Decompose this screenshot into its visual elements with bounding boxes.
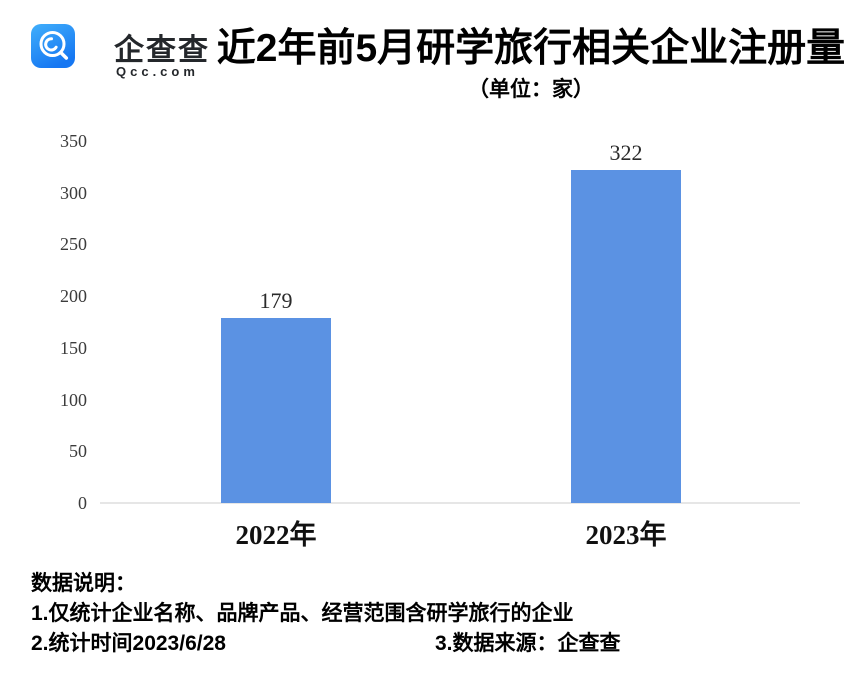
x-axis-category-label: 2022年: [235, 520, 317, 550]
qcc-logo-name: 企查查: [114, 34, 210, 67]
chart-unit-label: （单位：家）: [468, 78, 594, 101]
qcc-logo-icon: [31, 24, 75, 68]
x-axis-category-label: 2023年: [585, 520, 667, 550]
chart-title: 近2年前5月研学旅行相关企业注册量: [216, 27, 846, 70]
y-axis-tick-label: 300: [60, 182, 87, 203]
bar-2022年: [221, 318, 331, 503]
qcc-logo-domain: Qcc.com: [116, 64, 199, 79]
bar-value-label: 179: [259, 288, 293, 313]
y-axis-tick-label: 0: [78, 493, 87, 513]
y-axis-tick-label: 200: [60, 286, 87, 307]
notes-line-3: 3.数据来源：企查查: [435, 632, 621, 655]
y-axis-tick-label: 350: [60, 131, 87, 151]
y-axis-tick-label: 50: [69, 441, 87, 462]
notes-line-2: 2.统计时间2023/6/28: [31, 632, 226, 655]
bar-2023年: [571, 170, 681, 503]
notes-line-1: 1.仅统计企业名称、品牌产品、经营范围含研学旅行的企业: [31, 602, 574, 625]
bar-value-label: 322: [609, 140, 643, 165]
qcc-logo: 企查查 Qcc.com: [31, 24, 208, 84]
y-axis-tick-label: 250: [60, 234, 87, 255]
y-axis-tick-label: 150: [60, 337, 87, 358]
data-notes: 数据说明： 1.仅统计企业名称、品牌产品、经营范围含研学旅行的企业 2.统计时间…: [31, 569, 841, 659]
x-axis-line: [100, 502, 800, 504]
notes-line-2-3: 2.统计时间2023/6/28 3.数据来源：企查查: [31, 629, 841, 659]
notes-heading: 数据说明：: [31, 572, 136, 595]
y-axis-tick-label: 100: [60, 389, 87, 410]
